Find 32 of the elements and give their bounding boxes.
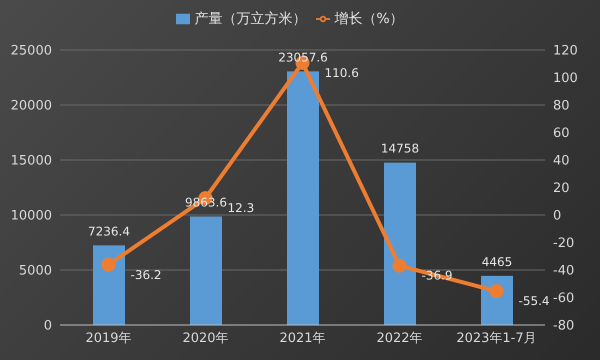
data-label: 4465 <box>482 254 512 269</box>
y2-tick-label: -80 <box>553 318 574 334</box>
x-tick-label: 2023年1-7月 <box>456 331 537 346</box>
y2-tick-label: 80 <box>553 98 570 114</box>
legend-label: 增长（%） <box>334 11 404 27</box>
y-tick-label: 5000 <box>18 264 52 279</box>
y2-tick-label: 100 <box>553 71 578 86</box>
data-label: 23057.6 <box>278 50 328 64</box>
y2-tick-label: 20 <box>553 181 570 196</box>
y2-tick-label: 120 <box>553 44 578 59</box>
data-label: -55.4 <box>518 294 550 308</box>
y-tick-label: 25000 <box>10 44 52 59</box>
y2-tick-label: 60 <box>553 126 570 142</box>
x-tick-label: 2019年 <box>85 331 132 346</box>
x-tick-label: 2020年 <box>182 331 229 346</box>
legend-label: 产量（万立方米） <box>194 11 306 27</box>
y2-tick-label: 0 <box>553 208 562 224</box>
x-tick-label: 2022年 <box>376 331 423 346</box>
data-label: -36.2 <box>130 268 162 282</box>
y2-tick-label: -20 <box>553 236 574 252</box>
data-label: 14758 <box>380 142 420 156</box>
y2-tick-label: -40 <box>553 264 574 279</box>
data-label: 110.6 <box>324 66 359 80</box>
x-tick-label: 2021年 <box>279 331 326 346</box>
y2-tick-label: 40 <box>553 154 570 169</box>
y-tick-label: 0 <box>44 318 52 334</box>
data-label: 7236.4 <box>88 224 130 238</box>
data-label: 12.3 <box>228 201 254 216</box>
y2-tick-label: -60 <box>553 291 574 306</box>
y-tick-label: 10000 <box>10 208 52 224</box>
y-tick-label: 20000 <box>10 98 52 114</box>
y-tick-label: 15000 <box>10 154 52 169</box>
